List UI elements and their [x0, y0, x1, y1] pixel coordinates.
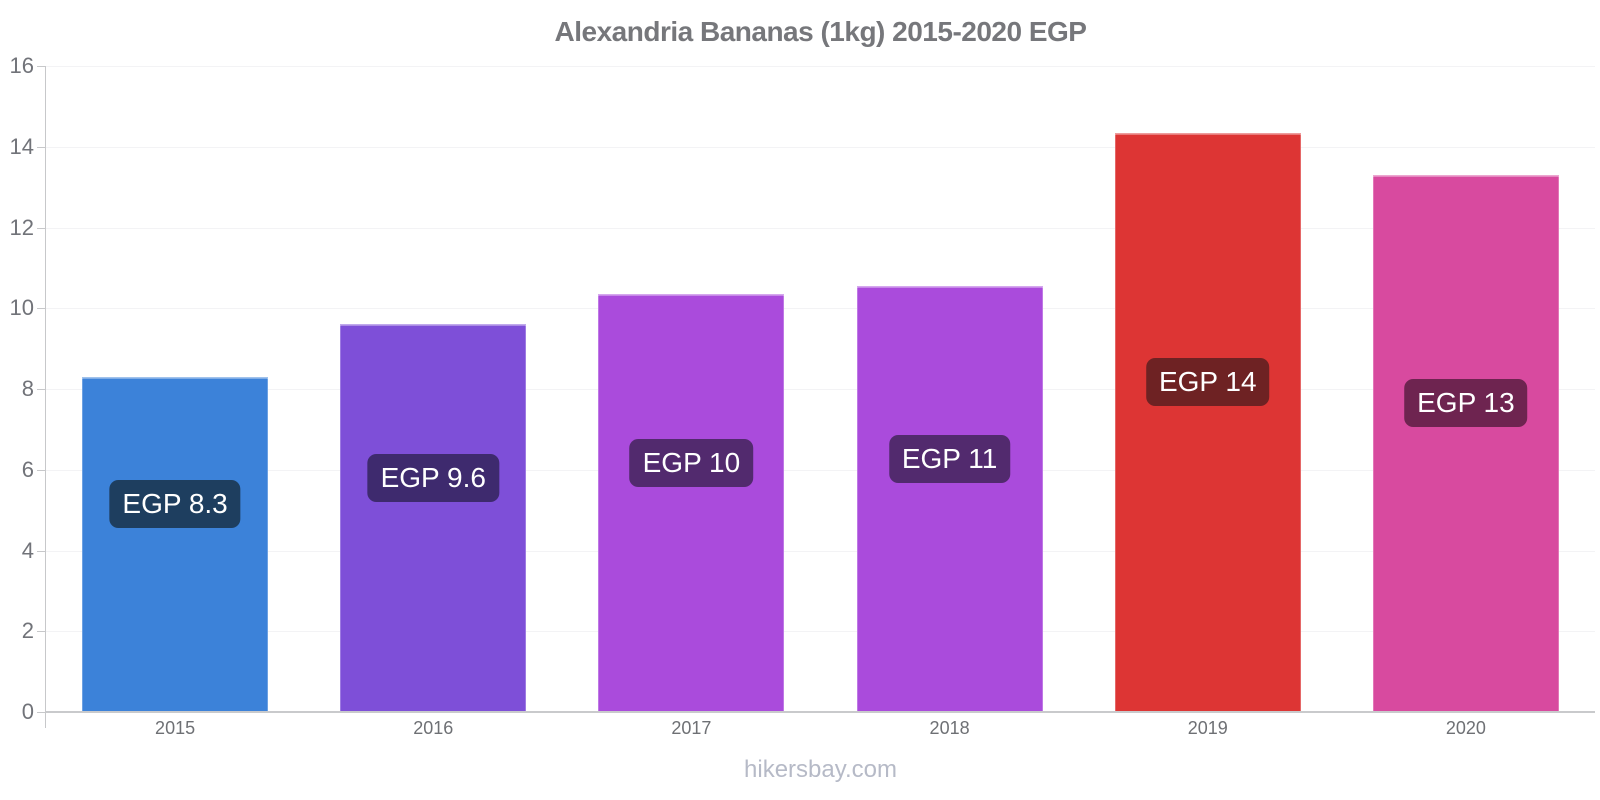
plot-area: EGP 8.3 EGP 9.6 EGP 10 EGP 11 EGP 14 EGP 13	[46, 66, 1595, 712]
x-tick-label-2016: 2016	[413, 718, 454, 738]
y-axis-tick-10	[37, 308, 46, 310]
y-axis-tick-12	[37, 227, 46, 229]
y-tick-label-10: 10	[9, 295, 34, 321]
y-tick-label-12: 12	[9, 214, 34, 240]
gridline-y6	[46, 469, 1595, 471]
gridline-y12	[46, 227, 1595, 229]
y-axis-tick-0	[37, 712, 46, 713]
bar-2018: EGP 11	[856, 286, 1043, 712]
y-tick-label-6: 6	[21, 456, 34, 482]
gridline-y8	[46, 389, 1595, 390]
y-axis-tick-4	[37, 550, 46, 552]
bar-2017: EGP 10	[598, 294, 785, 712]
y-axis-tick-16	[37, 66, 46, 67]
bar-2015: EGP 8.3	[82, 377, 269, 712]
x-axis-line	[46, 711, 1595, 713]
bar-value-label-2015: EGP 8.3	[109, 480, 241, 529]
gridline-y4	[46, 550, 1595, 552]
gridline-y14	[46, 146, 1595, 148]
bar-value-label-2016: EGP 9.6	[367, 453, 499, 502]
y-axis-line	[45, 66, 46, 728]
gridline-y2	[46, 631, 1595, 633]
gridline-y16	[46, 66, 1595, 67]
y-tick-label-16: 16	[9, 53, 34, 78]
y-axis-tick-2	[37, 631, 46, 633]
x-tick-label-2020: 2020	[1445, 718, 1486, 738]
y-axis-tick-8	[37, 389, 46, 390]
gridline-y10	[46, 308, 1595, 310]
x-tick-label-2015: 2015	[155, 718, 196, 738]
y-tick-label-14: 14	[9, 133, 34, 159]
bar-2020: EGP 13	[1372, 175, 1559, 712]
y-tick-label-0: 0	[21, 699, 34, 724]
x-tick-label-2019: 2019	[1187, 718, 1228, 738]
bar-value-label-2017: EGP 10	[629, 438, 754, 487]
y-tick-label-4: 4	[21, 537, 34, 563]
x-tick-label-2017: 2017	[671, 718, 712, 738]
watermark: hikersbay.com	[744, 756, 897, 783]
y-tick-label-2: 2	[21, 618, 34, 644]
x-tick-label-2018: 2018	[929, 718, 970, 738]
bar-value-label-2018: EGP 11	[888, 434, 1011, 483]
chart-title: Alexandria Bananas (1kg) 2015-2020 EGP	[554, 16, 1087, 47]
y-axis-tick-6	[37, 469, 46, 471]
bar-value-label-2019: EGP 14	[1145, 358, 1270, 407]
bar-2016: EGP 9.6	[340, 324, 527, 712]
y-axis-tick-14	[37, 146, 46, 148]
bar-value-label-2020: EGP 13	[1404, 379, 1528, 428]
bar-2019: EGP 14	[1114, 133, 1301, 712]
y-tick-label-8: 8	[21, 376, 34, 401]
